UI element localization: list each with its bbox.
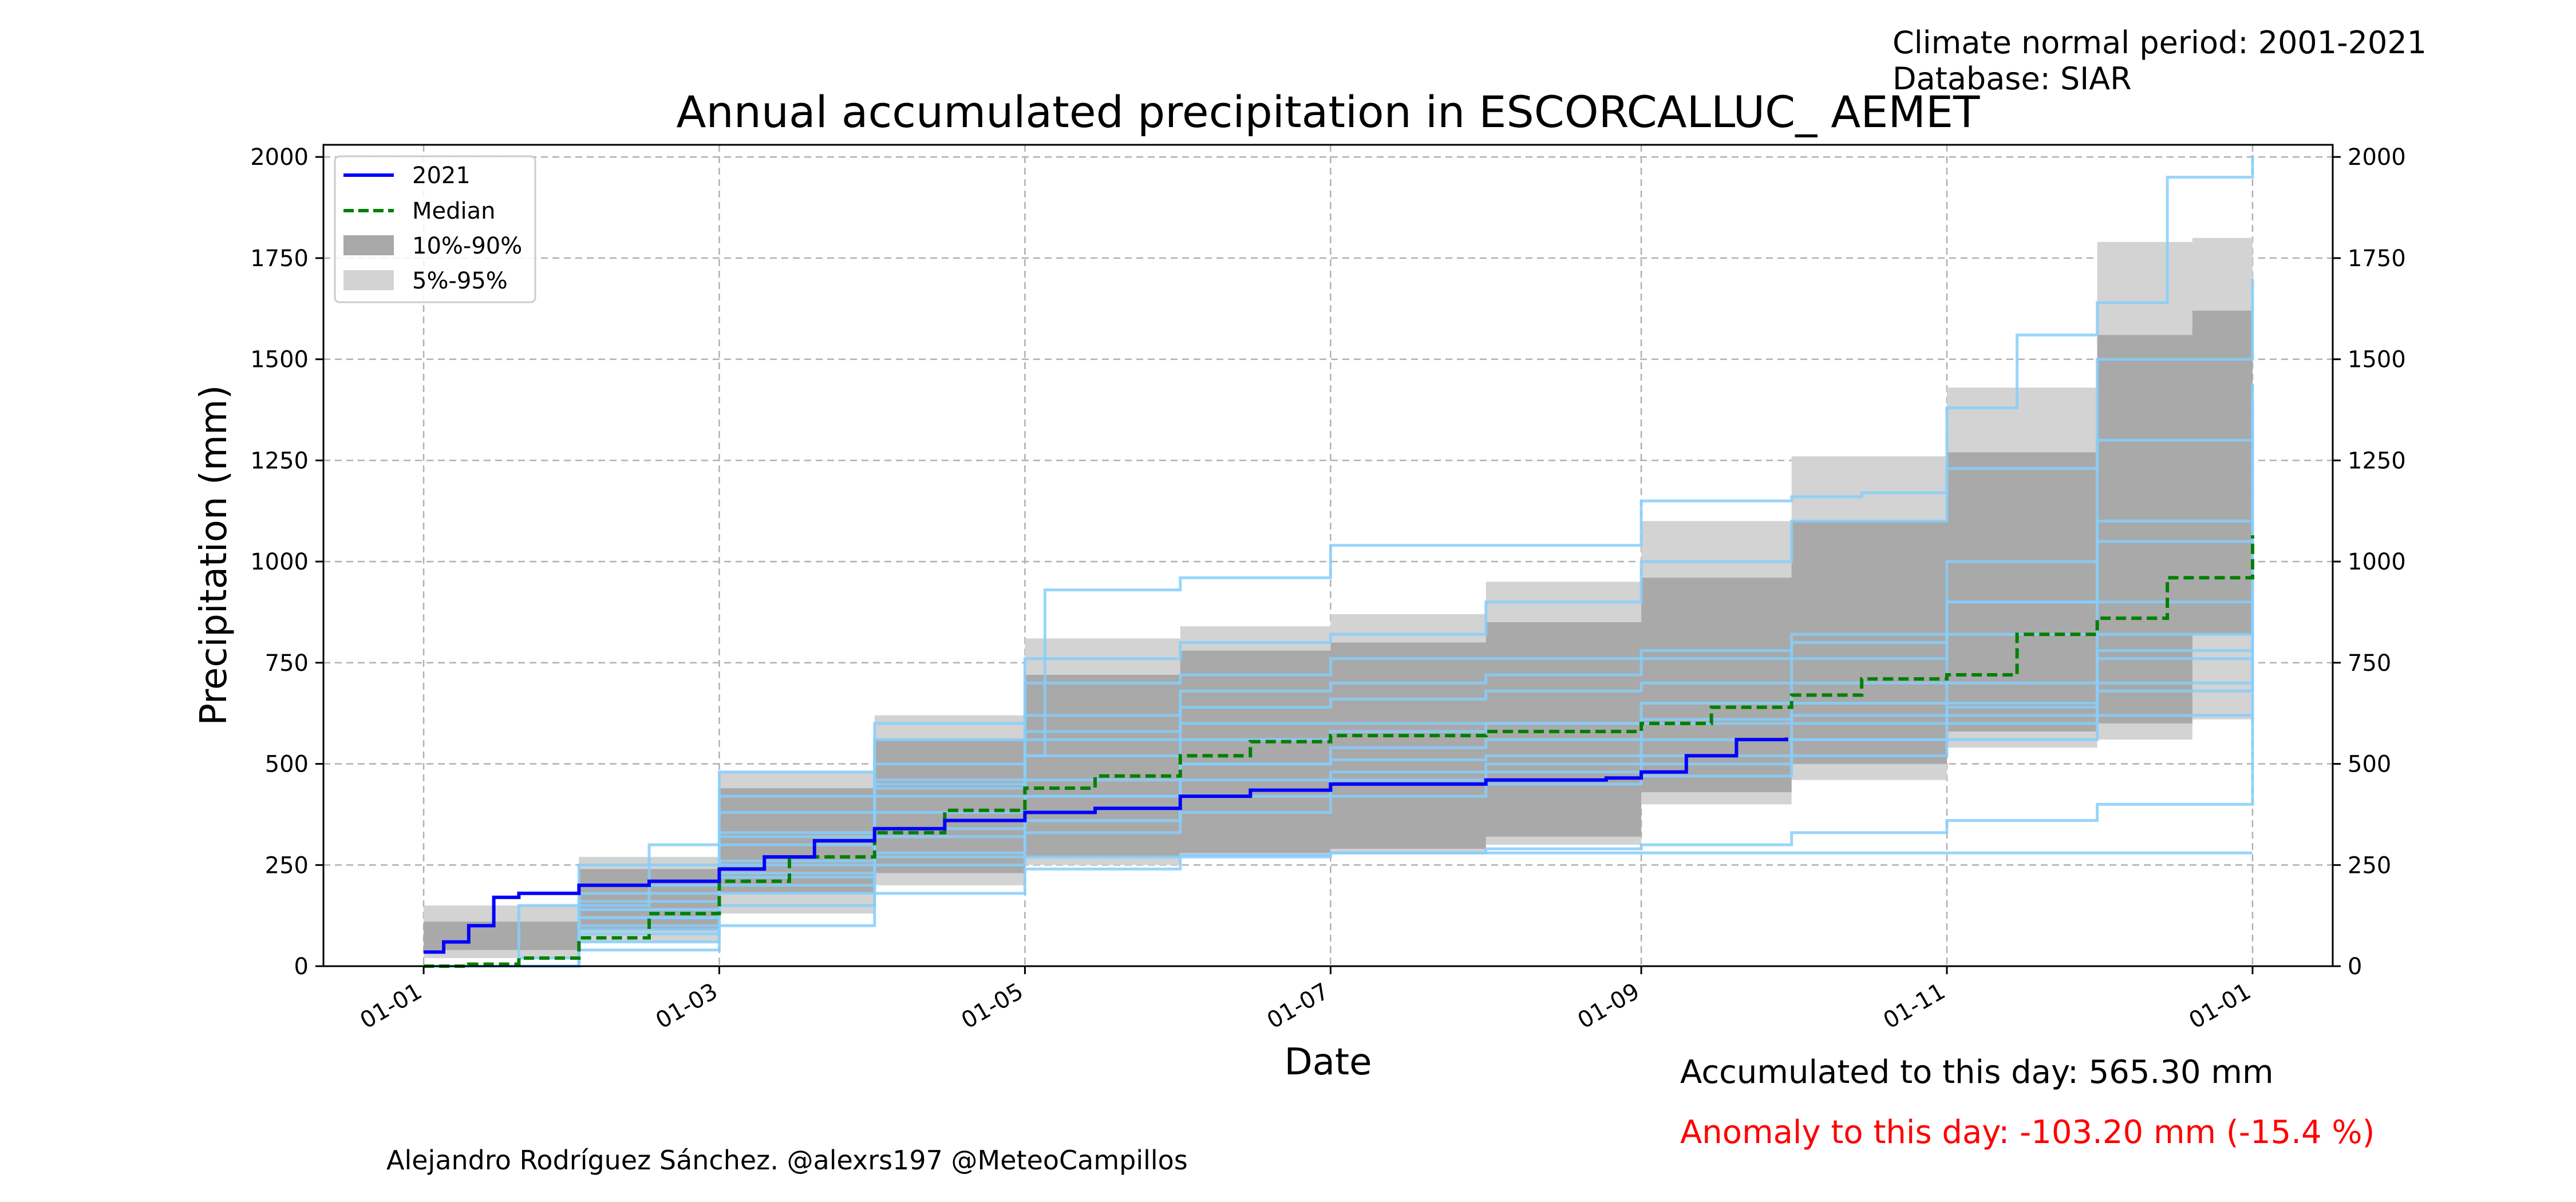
y-tick-label-left-6: 1500 — [250, 347, 309, 373]
y-tick-label-left-5: 1250 — [250, 448, 309, 474]
y-tick-label-right-6: 1500 — [2348, 347, 2406, 373]
y-tick-label-left-2: 500 — [265, 752, 309, 778]
legend-label-2021: 2021 — [412, 163, 471, 189]
y-tick-label-left-1: 250 — [265, 852, 309, 879]
legend-label-10-90: 10%-90% — [412, 233, 522, 259]
current-year-line — [424, 737, 1788, 954]
band-10-90 — [424, 274, 2253, 967]
y-tick-label-right-3: 750 — [2348, 650, 2391, 677]
accumulated-label: Accumulated to this day: 565.30 mm — [1680, 1054, 2274, 1091]
band-10-90-area — [424, 274, 2253, 967]
credit-label: Alejandro Rodríguez Sánchez. @alexrs197 … — [386, 1145, 1188, 1176]
plot-area — [322, 144, 2334, 968]
y-tick-label-left-3: 750 — [265, 650, 309, 677]
database-label: Database: SIAR — [1893, 61, 2132, 97]
legend-label-median: Median — [412, 198, 496, 224]
historical-year-line-7 — [424, 278, 2254, 968]
legend: 2021 Median 10%-90% 5%-95% — [334, 155, 536, 303]
current-year-series — [424, 737, 1788, 954]
climate-period-label: Climate normal period: 2001-2021 — [1893, 25, 2427, 61]
y-tick-label-left-8: 2000 — [250, 144, 309, 171]
y-axis-label: Precipitation (mm) — [193, 385, 235, 726]
plot-frame — [322, 144, 2334, 967]
historical-year-line-1 — [424, 383, 2254, 968]
chart-title: Annual accumulated precipitation in ESCO… — [677, 86, 1980, 137]
y-tick-label-right-4: 1000 — [2348, 549, 2406, 575]
y-tick-label-right-0: 0 — [2348, 954, 2362, 980]
y-tick-label-right-1: 250 — [2348, 852, 2391, 879]
y-axis-left: 0 250 500 750 1000 1250 1500 1750 2000 — [250, 144, 323, 980]
y-tick-label-right-2: 500 — [2348, 752, 2391, 778]
y-tick-label-right-7: 1750 — [2348, 246, 2406, 272]
y-tick-label-left-0: 0 — [294, 954, 309, 980]
legend-label-5-95: 5%-95% — [412, 268, 508, 294]
anomaly-label: Anomaly to this day: -103.20 mm (-15.4 %… — [1680, 1114, 2375, 1151]
legend-swatch-10-90 — [343, 235, 394, 255]
legend-frame — [334, 155, 536, 303]
y-tick-label-left-4: 1000 — [250, 549, 309, 575]
median-line — [424, 535, 2254, 968]
median-series — [424, 535, 2254, 968]
y-tick-label-right-8: 2000 — [2348, 144, 2406, 171]
y-axis-right: 0 250 500 750 1000 1250 1500 1750 2000 — [2333, 144, 2406, 980]
y-tick-label-left-7: 1750 — [250, 246, 309, 272]
y-tick-label-right-5: 1250 — [2348, 448, 2406, 474]
x-axis-label: Date — [1285, 1041, 1372, 1084]
legend-swatch-5-95 — [343, 270, 394, 290]
